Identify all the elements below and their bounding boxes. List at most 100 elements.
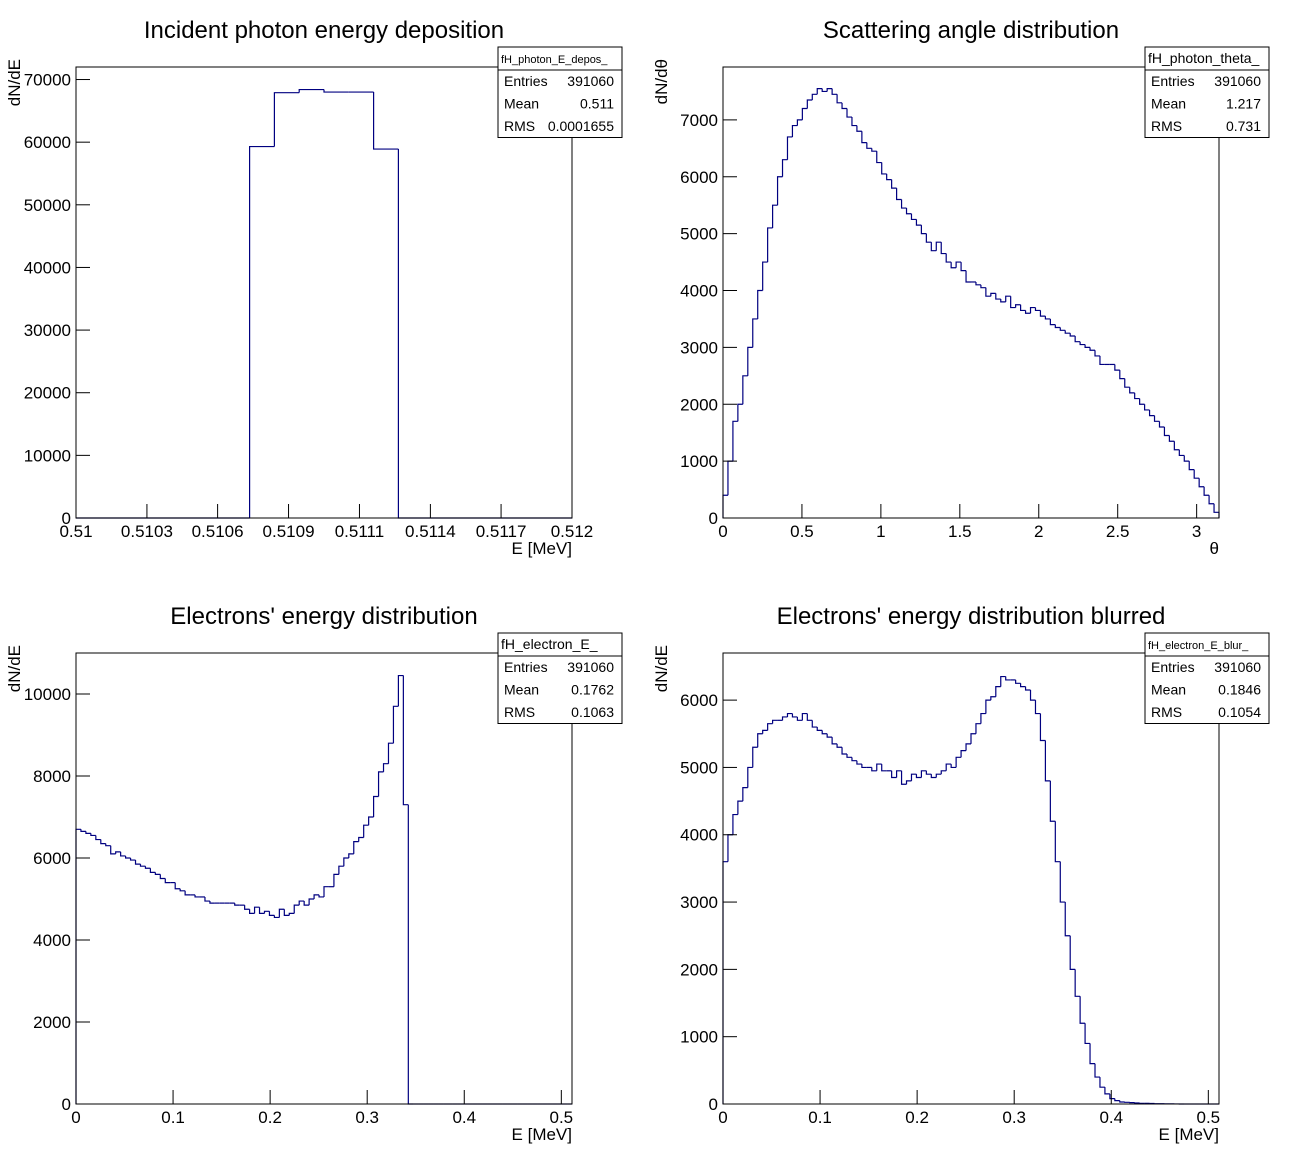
histogram-bin	[1029, 306, 1036, 314]
y-tick-label: 60000	[24, 133, 71, 152]
histogram-bin	[115, 851, 121, 854]
plot-frame	[722, 652, 1220, 1105]
histogram-bin	[836, 743, 843, 748]
histogram-bin	[767, 227, 773, 263]
histogram-bin	[816, 88, 823, 95]
histogram-bin	[876, 151, 882, 164]
histogram-bin	[268, 911, 275, 916]
chart-pad: Electrons' energy distribution 0 2000 4000 6…	[5, 603, 623, 1144]
stats-frame	[1144, 632, 1270, 724]
x-tick-label: 2.5	[1106, 522, 1130, 541]
histogram-bin	[861, 131, 867, 144]
stats-box: fH_photon_theta_ Entries 391060 Mean 1.217 RM…	[1144, 46, 1270, 138]
x-axis-label: θ	[1210, 539, 1219, 558]
x-tick-label: 0.5106	[192, 522, 244, 541]
stats-label: Entries	[504, 659, 548, 675]
histogram-bin	[915, 774, 922, 779]
histogram-bin	[925, 770, 932, 775]
histogram-bin	[1024, 686, 1031, 691]
stats-label: Entries	[1151, 659, 1195, 675]
histogram-bin	[368, 816, 374, 826]
x-tick-label: 0.2	[258, 1108, 282, 1127]
histogram-bin	[742, 375, 748, 405]
histogram-bin	[308, 898, 315, 906]
histogram-bin	[752, 746, 758, 768]
histogram-bin	[397, 674, 404, 707]
y-tick-label: 3000	[680, 338, 718, 357]
stats-title: fH_photon_E_depos_	[501, 54, 608, 66]
histogram-bin	[348, 853, 354, 858]
histogram-bin	[945, 253, 952, 263]
stats-value: 391060	[1214, 659, 1261, 675]
stats-label: Mean	[504, 96, 539, 112]
stats-box: fH_photon_E_depos_ Entries 391060 Mean 0.511…	[497, 46, 623, 138]
chart-pad: Electrons' energy distribution blurred 0 1…	[652, 603, 1270, 1144]
x-axis-label: E [MeV]	[1159, 1125, 1219, 1144]
histogram-bin	[747, 346, 753, 376]
histogram-bin	[149, 868, 156, 873]
histogram-bin	[244, 905, 250, 910]
y-tick-label: 0	[709, 509, 718, 528]
histogram-bin	[283, 909, 290, 916]
histogram-bin	[747, 766, 753, 788]
x-tick-label: 0.2	[905, 1108, 929, 1127]
y-tick-label: 0	[62, 1095, 71, 1114]
y-tick-label: 6000	[680, 691, 718, 710]
histogram-bin	[1114, 364, 1120, 371]
histogram-bin	[836, 94, 843, 104]
stats-value: 0.0001655	[548, 118, 614, 134]
histogram-bin	[343, 857, 349, 867]
y-tick-label: 0	[709, 1095, 718, 1114]
histogram-bin	[786, 136, 793, 160]
histogram-bin	[1015, 304, 1021, 308]
plot-frame	[722, 66, 1220, 519]
histogram-bin	[1000, 675, 1006, 687]
histogram-bin	[90, 833, 96, 837]
histogram-bin	[811, 93, 818, 100]
histogram-bin	[757, 289, 763, 319]
x-tick-label: 0.512	[551, 522, 594, 541]
stats-title: fH_electron_E_	[501, 636, 598, 652]
histogram-bin	[1094, 1063, 1100, 1078]
histogram-bin	[95, 835, 101, 841]
histogram-bin	[1173, 441, 1180, 451]
x-tick-label: 0.1	[161, 1108, 185, 1127]
histogram-bin	[1024, 310, 1031, 314]
chart-title: Electrons' energy distribution blurred	[777, 603, 1166, 630]
x-tick-label: 0.4	[452, 1108, 476, 1127]
histogram-bin	[1020, 304, 1026, 312]
histogram-bin	[1034, 700, 1041, 715]
histogram-bin	[80, 829, 86, 832]
histogram-bin	[363, 824, 369, 838]
histogram-bin	[791, 124, 798, 137]
histogram-bin	[1020, 683, 1026, 688]
histogram-bin	[831, 737, 838, 745]
stats-box: fH_electron_E_blur_ Entries 391060 Mean 0.18…	[1144, 632, 1270, 724]
y-tick-label: 2000	[680, 960, 718, 979]
y-tick-label: 4000	[680, 282, 718, 301]
x-tick-label: 0	[718, 522, 727, 541]
histogram-bin	[1203, 486, 1210, 496]
histogram-bin	[876, 763, 882, 771]
histogram-bin	[1074, 969, 1081, 997]
histogram-bin	[831, 88, 838, 95]
histogram-bin	[871, 767, 877, 772]
histogram-bin	[1049, 780, 1056, 822]
histogram-bin	[1109, 1093, 1115, 1100]
histogram-bin	[975, 281, 981, 286]
x-tick-label: 0.5114	[405, 522, 456, 541]
histogram-bin	[1178, 449, 1185, 457]
y-tick-label: 4000	[680, 826, 718, 845]
histogram-bin	[955, 261, 962, 268]
stats-title: fH_electron_E_blur_	[1148, 640, 1249, 652]
histogram-bin	[1208, 495, 1215, 505]
stats-frame	[497, 46, 623, 138]
histogram-bin	[333, 873, 339, 887]
y-tick-label: 8000	[33, 767, 71, 786]
histogram-bin	[1005, 676, 1011, 681]
histogram-bin	[253, 906, 260, 914]
histogram-bin	[402, 675, 409, 806]
x-tick-label: 0.3	[1002, 1108, 1026, 1127]
histogram-bin	[905, 780, 912, 785]
